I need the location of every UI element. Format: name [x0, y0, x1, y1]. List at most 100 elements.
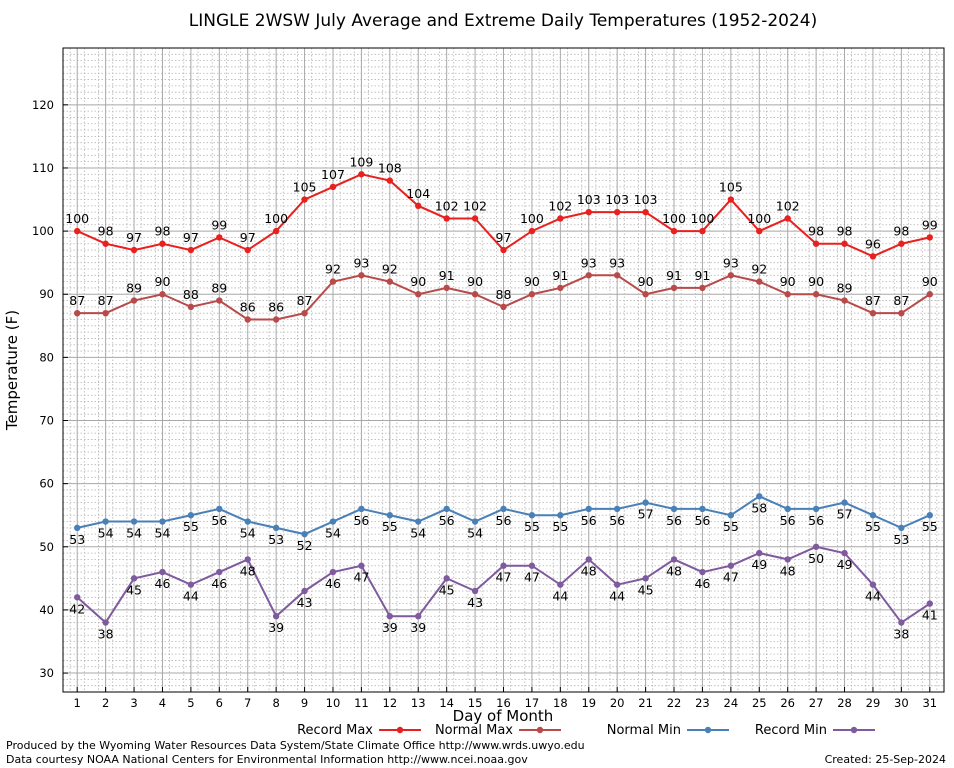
legend-label: Record Max: [297, 723, 373, 738]
data-point-normal-min: [812, 505, 820, 513]
x-tick-label: 31: [922, 696, 937, 710]
legend-swatch-marker: [850, 726, 858, 734]
data-label-normal-max: 87: [865, 293, 881, 308]
data-point-normal-min: [386, 512, 394, 519]
data-label-normal-min: 56: [496, 513, 512, 528]
data-point-normal-min: [216, 505, 223, 513]
data-point-normal-min: [130, 518, 138, 525]
data-point-record-max: [415, 202, 422, 210]
x-tick-label: 8: [272, 696, 279, 710]
data-label-record-min: 47: [496, 570, 512, 585]
data-point-record-min: [500, 562, 507, 569]
data-point-normal-max: [187, 303, 195, 311]
data-label-normal-max: 86: [268, 299, 284, 314]
data-label-record-max: 99: [211, 217, 227, 232]
x-tick-label: 17: [525, 696, 540, 710]
data-point-record-min: [301, 587, 308, 595]
data-point-record-max: [130, 246, 138, 254]
data-label-record-max: 98: [808, 224, 824, 239]
data-point-normal-max: [500, 303, 507, 311]
data-label-normal-max: 92: [382, 262, 398, 277]
series-record-max: 100 98 97 98 97 99 97 100 105 107 109 108 104 102 102 9…: [65, 154, 938, 260]
data-point-normal-max: [557, 284, 564, 292]
series-normal-max: 87 87 89 90 88 89 86 86 87 92 93 92 90 91 90 88 90 91 93 93…: [69, 255, 938, 323]
x-axis: 1 2 3 4 5 6 7 8 9 10 11 12 13 14 15 16 17 18 19 20 21 22 23 24 2…: [74, 687, 937, 710]
data-label-normal-max: 93: [353, 255, 369, 270]
data-label-normal-max: 92: [325, 262, 341, 277]
data-point-normal-max: [528, 291, 536, 298]
data-label-normal-min: 54: [325, 526, 341, 541]
data-label-normal-min: 54: [467, 526, 483, 541]
data-label-record-max: 100: [691, 211, 715, 226]
data-point-normal-min: [415, 518, 422, 525]
data-point-normal-min: [926, 512, 933, 519]
x-tick-label: 25: [752, 696, 767, 710]
data-label-normal-max: 93: [581, 255, 597, 270]
data-point-normal-max: [244, 316, 251, 323]
data-point-normal-min: [358, 505, 365, 513]
data-point-record-min: [358, 562, 365, 569]
y-axis: 30 40 50 60 70 80 90 100 110 120: [32, 98, 68, 680]
data-label-normal-max: 91: [439, 268, 455, 283]
data-point-normal-min: [244, 518, 251, 525]
x-tick-label: 4: [159, 696, 166, 710]
data-point-record-min: [812, 543, 820, 550]
data-label-record-min: 44: [865, 589, 881, 604]
data-point-record-min: [727, 562, 735, 569]
data-point-normal-min: [557, 512, 564, 519]
data-label-normal-max: 86: [240, 299, 256, 314]
data-label-record-max: 104: [406, 186, 430, 201]
data-point-record-max: [301, 196, 308, 203]
x-tick-label: 26: [780, 696, 795, 710]
data-point-normal-max: [159, 291, 166, 298]
data-point-normal-max: [784, 291, 791, 298]
data-point-normal-max: [585, 272, 592, 279]
data-point-record-min: [670, 556, 678, 563]
data-label-record-min: 46: [211, 576, 227, 591]
data-point-record-min: [926, 600, 933, 607]
data-label-normal-min: 54: [155, 526, 171, 541]
data-label-normal-min: 56: [808, 513, 824, 528]
data-point-record-min: [699, 568, 706, 576]
data-point-record-max: [756, 227, 763, 235]
data-point-normal-min: [471, 518, 479, 525]
data-point-record-max: [74, 227, 81, 235]
x-tick-label: 2: [102, 696, 109, 710]
x-tick-label: 11: [354, 696, 369, 710]
data-label-record-min: 46: [325, 576, 341, 591]
data-label-normal-max: 89: [837, 281, 853, 296]
x-tick-label: 10: [326, 696, 341, 710]
data-label-normal-max: 90: [410, 274, 426, 289]
x-tick-label: 29: [866, 696, 881, 710]
x-tick-label: 3: [130, 696, 137, 710]
x-tick-label: 1: [74, 696, 81, 710]
x-tick-label: 14: [439, 696, 454, 710]
data-point-record-max: [812, 240, 820, 247]
data-label-normal-min: 54: [410, 526, 426, 541]
series-normal-min: 53 54 54 54 55 56 54 53 52 54 56 55 54 56 54 56 55 55 56 56…: [69, 493, 938, 553]
data-label-record-max: 98: [155, 224, 171, 239]
data-label-normal-max: 90: [922, 274, 938, 289]
data-point-record-min: [869, 581, 877, 588]
data-point-record-min: [244, 556, 251, 563]
y-tick-label: 50: [39, 540, 54, 554]
data-label-record-min: 47: [353, 570, 369, 585]
data-point-normal-max: [130, 297, 138, 304]
legend-item-normal-min: Normal Min: [607, 723, 729, 738]
x-tick-label: 13: [411, 696, 426, 710]
data-label-normal-min: 56: [694, 513, 710, 528]
data-point-normal-max: [670, 284, 678, 292]
data-label-normal-max: 87: [297, 293, 313, 308]
data-label-record-min: 48: [581, 563, 597, 578]
data-point-record-min: [272, 613, 280, 620]
data-point-normal-max: [926, 291, 933, 298]
data-point-normal-min: [585, 505, 592, 513]
data-point-record-min: [187, 581, 195, 588]
data-point-record-min: [613, 581, 621, 588]
data-point-normal-min: [784, 505, 791, 513]
y-tick-label: 120: [32, 98, 54, 112]
data-label-record-min: 38: [893, 627, 909, 642]
data-point-record-max: [159, 240, 166, 247]
data-label-normal-min: 54: [240, 526, 256, 541]
